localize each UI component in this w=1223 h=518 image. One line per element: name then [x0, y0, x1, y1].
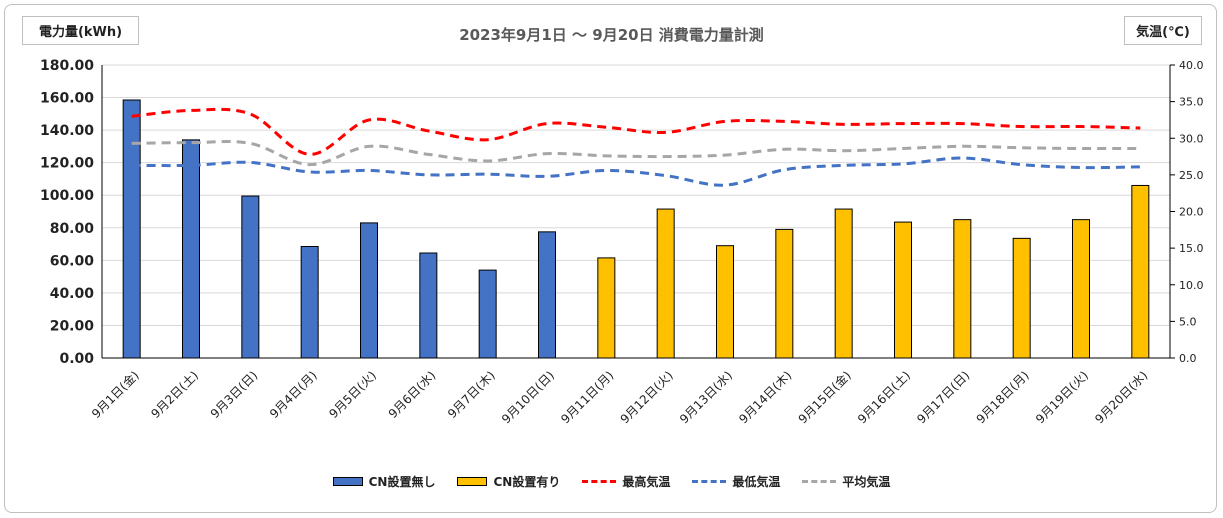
- x-tick-label: 9月1日(金): [88, 368, 141, 421]
- bar-cn-with: [1131, 184, 1150, 359]
- x-tick-label: 9月6日(水): [386, 368, 439, 421]
- x-tick-label: 9月12日(火): [618, 368, 676, 426]
- bar-cn-with: [1072, 219, 1090, 359]
- x-tick-label: 9月4日(月): [267, 368, 320, 421]
- x-tick-label: 9月15日(金): [795, 368, 854, 427]
- x-tick-label: 9月20日(水): [1092, 368, 1150, 426]
- x-tick-label: 9月11日(月): [558, 368, 616, 426]
- bar-cn-with: [656, 208, 675, 359]
- y2-tick-label: 35.0: [1179, 96, 1204, 109]
- x-tick-label: 9月5日(火): [326, 368, 379, 421]
- bar-cn-without: [300, 245, 319, 359]
- y2-tick-label: 0.0: [1179, 352, 1197, 365]
- y2-tick-label: 20.0: [1179, 206, 1204, 219]
- x-tick-label: 9月14日(木): [736, 368, 794, 426]
- bar-cn-without: [360, 222, 378, 359]
- x-tick-label: 9月7日(木): [445, 368, 498, 421]
- y-tick-label: 140.00: [40, 123, 94, 139]
- bar-cn-with: [716, 245, 734, 359]
- legend-label-max-temp: 最高気温: [622, 474, 671, 489]
- y2-tick-label: 15.0: [1179, 242, 1204, 255]
- legend-swatch-max-temp: [582, 479, 617, 483]
- x-tick-label: 9月19日(火): [1033, 368, 1091, 426]
- right-axis-unit-label: 気温(℃): [1124, 16, 1202, 45]
- bar-cn-with: [775, 228, 794, 359]
- x-tick-label: 9月2日(土): [148, 368, 201, 421]
- bar-cn-with: [1012, 237, 1031, 359]
- bar-cn-without: [419, 252, 438, 359]
- y2-tick-label: 30.0: [1179, 132, 1204, 145]
- left-axis-unit-label: 電力量(kWh): [22, 16, 139, 45]
- y2-tick-label: 25.0: [1179, 169, 1204, 182]
- line-avg-temp: [131, 140, 1141, 167]
- bar-cn-with: [597, 257, 616, 359]
- y-tick-label: 180.00: [40, 58, 94, 74]
- y2-tick-label: 40.0: [1179, 59, 1204, 72]
- chart-legend: CN設置無し CN設置有り 最高気温 最低気温 平均気温: [0, 471, 1223, 491]
- line-min-temp: [131, 156, 1141, 187]
- y-tick-label: 40.00: [50, 286, 95, 302]
- legend-label-min-temp: 最低気温: [732, 474, 781, 489]
- bar-cn-with: [834, 208, 853, 359]
- legend-swatch-min-temp: [692, 479, 727, 483]
- bar-cn-with: [953, 219, 972, 359]
- x-tick-label: 9月16日(土): [855, 368, 913, 426]
- legend-label-cn-with: CN設置有り: [493, 474, 561, 489]
- chart-title: 2023年9月1日 〜 9月20日 消費電力量計測: [459, 26, 764, 44]
- x-tick-label: 9月17日(日): [914, 368, 972, 426]
- bar-cn-without: [241, 195, 260, 359]
- y-tick-label: 20.00: [50, 318, 95, 334]
- legend-item-cn-with: CN設置有り: [457, 473, 560, 490]
- legend-item-avg-temp: 平均気温: [802, 473, 890, 490]
- x-tick-label: 9月10日(日): [499, 368, 557, 426]
- legend-item-min-temp: 最低気温: [692, 473, 780, 490]
- legend-swatch-cn-without: [332, 476, 363, 486]
- legend-label-cn-without: CN設置無し: [368, 474, 436, 489]
- y-tick-label: 80.00: [50, 221, 95, 237]
- legend-label-avg-temp: 平均気温: [842, 474, 891, 489]
- x-tick-label: 9月3日(日): [208, 368, 261, 421]
- bar-cn-without: [182, 139, 200, 359]
- legend-item-cn-without: CN設置無し: [332, 473, 436, 490]
- legend-swatch-avg-temp: [802, 479, 837, 483]
- bar-cn-with: [894, 221, 912, 359]
- y-tick-label: 160.00: [40, 91, 94, 107]
- y-tick-label: 100.00: [40, 188, 94, 204]
- legend-swatch-cn-with: [457, 476, 488, 486]
- bar-cn-without: [122, 99, 141, 359]
- y-tick-label: 120.00: [40, 156, 94, 172]
- y2-tick-label: 5.0: [1179, 315, 1197, 328]
- line-max-temp: [131, 107, 1141, 156]
- y-tick-label: 60.00: [50, 253, 95, 269]
- y-tick-label: 0.00: [59, 351, 94, 367]
- x-tick-label: 9月13日(水): [677, 368, 735, 426]
- x-tick-label: 9月18日(月): [974, 368, 1032, 426]
- y2-tick-label: 10.0: [1179, 279, 1204, 292]
- legend-item-max-temp: 最高気温: [582, 473, 670, 490]
- bar-cn-without: [478, 269, 497, 359]
- bar-cn-without: [538, 231, 556, 359]
